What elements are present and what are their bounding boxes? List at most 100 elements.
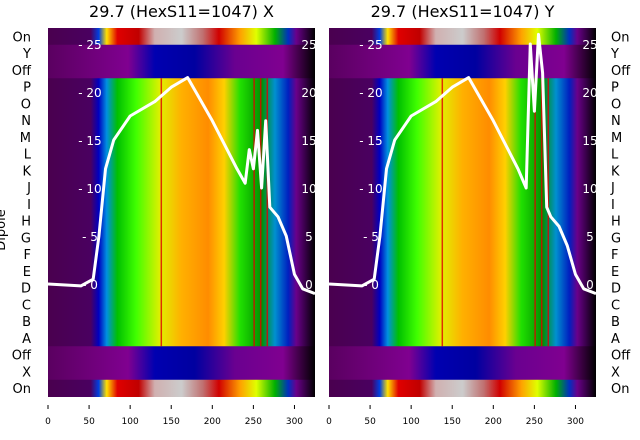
row-label: L	[611, 148, 619, 163]
heatmap-row	[48, 44, 315, 62]
x-tick-label: 50	[83, 417, 95, 427]
line-y-tick-label-right: 20	[301, 86, 316, 100]
heatmap-row	[329, 262, 596, 280]
heatmap-streak	[160, 78, 163, 347]
row-label: On	[13, 382, 31, 397]
row-label: A	[611, 332, 620, 347]
x-tick-label: 50	[364, 417, 376, 427]
heatmap-row	[48, 61, 315, 79]
heatmap-streak	[441, 78, 444, 347]
row-label: M	[611, 131, 622, 146]
x-tick-label: 100	[403, 417, 420, 427]
row-label: Off	[611, 349, 631, 364]
row-label: Off	[611, 64, 631, 79]
row-label: B	[611, 315, 620, 330]
line-y-tick-label-right: 20	[582, 86, 597, 100]
line-y-tick-label: - 10	[359, 182, 382, 196]
heatmap-row	[48, 296, 315, 314]
row-label: P	[611, 81, 619, 96]
heatmap-row	[329, 145, 596, 163]
line-y-tick-label: - 20	[359, 86, 382, 100]
heatmap-row	[48, 178, 315, 196]
heatmap-streak	[253, 78, 255, 347]
x-tick-label: 250	[245, 417, 262, 427]
row-label: D	[611, 282, 621, 297]
chart-title: 29.7 (HexS11=1047) Y	[371, 2, 555, 21]
row-label: I	[611, 198, 615, 213]
heatmap-row	[329, 178, 596, 196]
heatmap-row	[48, 162, 315, 180]
row-label: K	[22, 164, 31, 179]
row-label: Off	[12, 349, 32, 364]
heatmap-row	[329, 346, 596, 364]
line-y-tick-label-right: 5	[586, 230, 594, 244]
row-label: C	[22, 298, 31, 313]
heatmap-row	[48, 279, 315, 297]
x-tick-label: 0	[45, 417, 51, 427]
heatmap-row	[329, 329, 596, 347]
heatmap-row	[329, 195, 596, 213]
heatmap-row	[329, 111, 596, 129]
line-y-tick-label-right: 10	[301, 182, 316, 196]
x-tick-label: 150	[444, 417, 461, 427]
row-label: F	[611, 248, 618, 263]
heatmap-row	[329, 28, 596, 46]
row-label: J	[26, 181, 31, 196]
heatmap-row	[329, 296, 596, 314]
row-label: P	[23, 81, 31, 96]
x-tick-label: 150	[163, 417, 180, 427]
line-y-tick-label-right: 5	[305, 230, 313, 244]
row-label: Y	[22, 47, 31, 62]
row-label: L	[24, 148, 32, 163]
heatmap-streak	[259, 78, 262, 347]
row-label: A	[22, 332, 31, 347]
row-label: N	[611, 114, 621, 129]
heatmap-row	[48, 262, 315, 280]
heatmap-row	[329, 245, 596, 263]
row-label: E	[611, 265, 619, 280]
row-label: On	[13, 30, 31, 45]
x-tick-label: 0	[326, 417, 332, 427]
line-y-tick-label: - 25	[359, 38, 382, 52]
line-y-tick-label: - 20	[78, 86, 101, 100]
line-y-tick-label-right: 15	[301, 134, 316, 148]
row-label: C	[611, 298, 620, 313]
heatmap-row	[329, 379, 596, 397]
line-y-tick-label-right: 0	[305, 278, 313, 292]
line-y-tick-label: - 5	[82, 230, 98, 244]
heatmap-row	[329, 162, 596, 180]
x-tick-label: 300	[286, 417, 303, 427]
line-y-tick-label-right: 15	[582, 134, 597, 148]
row-label: H	[611, 215, 621, 230]
row-label: I	[27, 198, 31, 213]
row-label: G	[21, 231, 31, 246]
row-label: X	[611, 365, 620, 380]
row-label: X	[22, 365, 31, 380]
row-label: Off	[12, 64, 32, 79]
heatmap-row	[48, 363, 315, 381]
x-tick-label: 250	[526, 417, 543, 427]
chart-title: 29.7 (HexS11=1047) X	[89, 2, 274, 21]
line-y-tick-label-right: 25	[582, 38, 597, 52]
heatmap-row	[48, 329, 315, 347]
row-label: Y	[610, 47, 619, 62]
line-y-tick-label: - 10	[78, 182, 101, 196]
heatmap-row	[48, 346, 315, 364]
heatmap-streak	[540, 78, 543, 347]
line-y-tick-label-right: 0	[586, 278, 594, 292]
profile-line	[328, 32, 597, 295]
row-label: H	[21, 215, 31, 230]
line-y-tick-label-right: 10	[582, 182, 597, 196]
heatmap-row	[329, 279, 596, 297]
row-label: K	[611, 164, 620, 179]
heatmap-row	[48, 245, 315, 263]
x-tick-label: 200	[485, 417, 502, 427]
heatmap-row	[48, 379, 315, 397]
row-label: E	[23, 265, 31, 280]
heatmap-row	[329, 312, 596, 330]
heatmap-row	[48, 195, 315, 213]
line-y-tick-label-right: 25	[301, 38, 316, 52]
row-label: M	[20, 131, 31, 146]
heatmap-row	[329, 212, 596, 230]
